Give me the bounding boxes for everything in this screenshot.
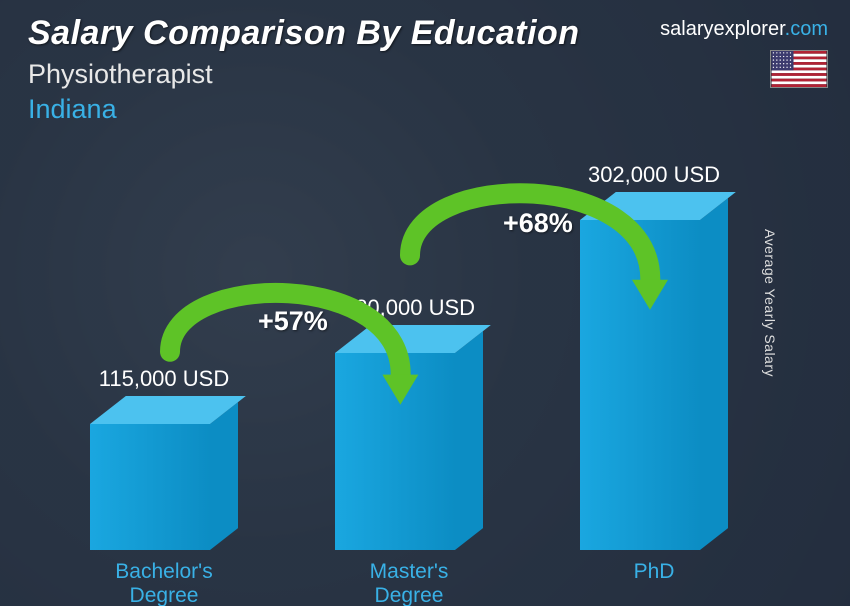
subtitle-occupation: Physiotherapist bbox=[28, 59, 580, 90]
increase-label-1: +68% bbox=[503, 208, 573, 239]
brand-part1: salaryexplorer bbox=[660, 18, 785, 40]
bar-chart: 115,000 USDBachelor'sDegree180,000 USDMa… bbox=[0, 126, 820, 606]
brand-logo: salaryexplorer.com bbox=[660, 18, 828, 41]
brand-part2: .com bbox=[785, 18, 828, 40]
page-title: Salary Comparison By Education bbox=[28, 14, 580, 53]
title-block: Salary Comparison By Education Physiothe… bbox=[28, 14, 580, 125]
us-flag-icon bbox=[770, 50, 828, 88]
subtitle-location: Indiana bbox=[28, 94, 580, 125]
increase-arc-1 bbox=[0, 126, 820, 606]
